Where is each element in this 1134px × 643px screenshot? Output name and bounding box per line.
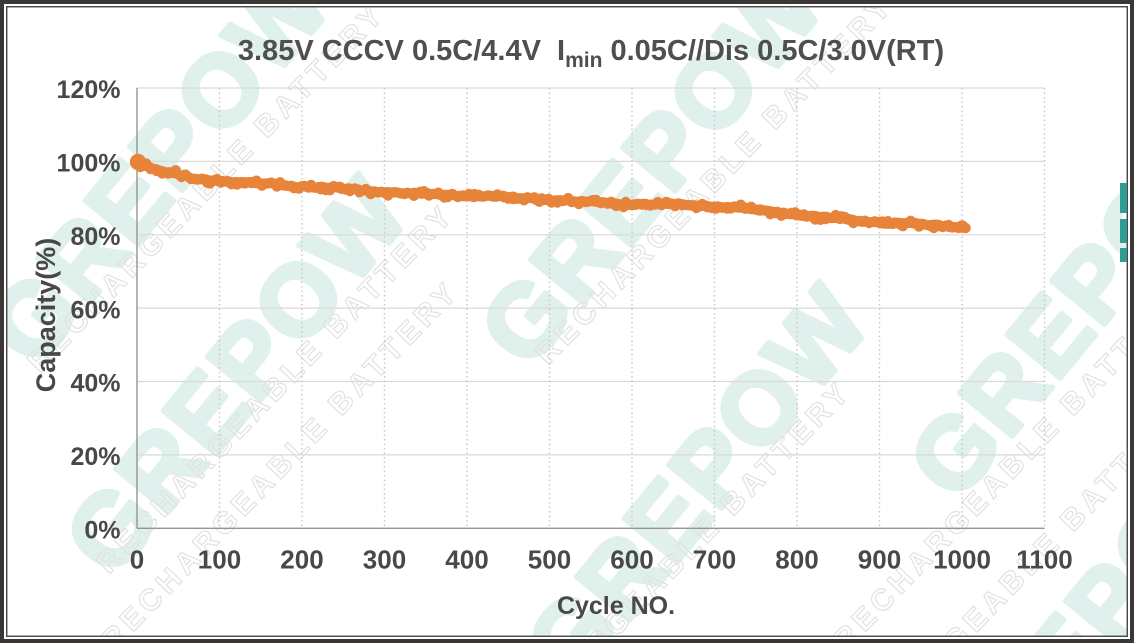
svg-text:800: 800: [775, 545, 818, 575]
svg-text:3.85V CCCV 0.5C/4.4V Imin 0.0: 3.85V CCCV 0.5C/4.4V Imin 0.05C//Dis 0.5…: [238, 35, 944, 72]
svg-text:400: 400: [445, 545, 488, 575]
svg-text:700: 700: [693, 545, 736, 575]
svg-text:Capacity(%): Capacity(%): [31, 238, 61, 393]
svg-text:500: 500: [528, 545, 571, 575]
svg-text:80%: 80%: [70, 223, 120, 251]
svg-text:100: 100: [198, 545, 241, 575]
svg-text:20%: 20%: [70, 443, 120, 471]
svg-text:200: 200: [280, 545, 323, 575]
svg-text:120%: 120%: [57, 76, 121, 104]
svg-text:40%: 40%: [70, 370, 120, 398]
svg-text:900: 900: [858, 545, 901, 575]
svg-text:100%: 100%: [57, 150, 121, 178]
svg-text:1000: 1000: [933, 545, 991, 575]
svg-text:60%: 60%: [70, 296, 120, 324]
svg-text:0%: 0%: [84, 517, 120, 545]
svg-text:1100: 1100: [1016, 545, 1072, 575]
svg-text:600: 600: [610, 545, 653, 575]
svg-text:Cycle NO.: Cycle NO.: [557, 592, 675, 620]
svg-text:300: 300: [363, 545, 406, 575]
svg-text:0: 0: [130, 545, 144, 575]
